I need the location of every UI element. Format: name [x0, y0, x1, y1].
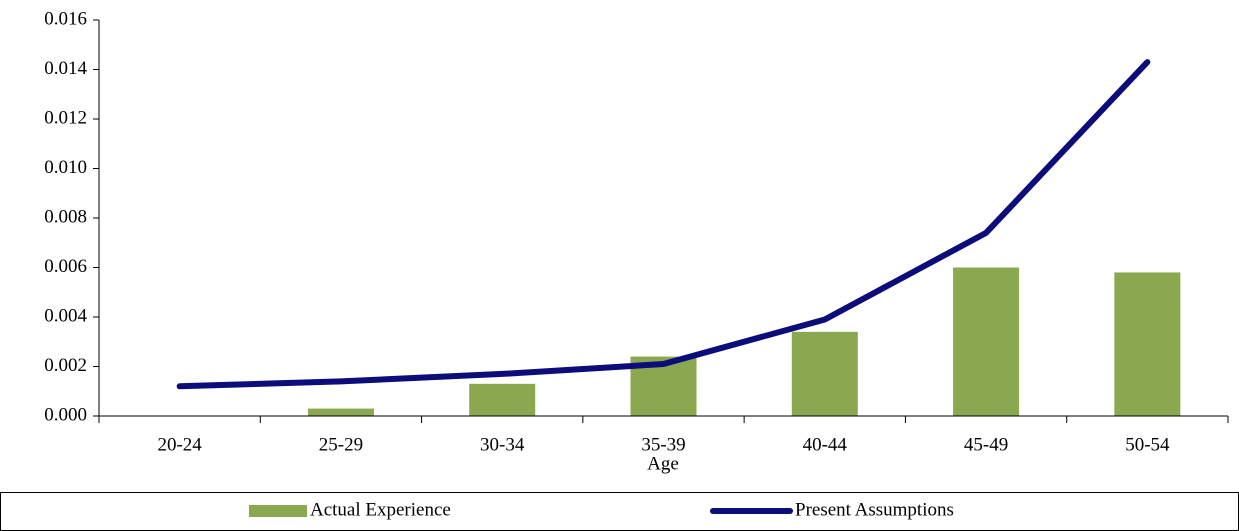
bar — [791, 331, 858, 416]
bar — [1114, 272, 1181, 416]
x-tick-label: 30-34 — [480, 434, 525, 455]
legend-box — [0, 492, 1239, 531]
legend-label: Actual Experience — [310, 499, 451, 520]
x-tick-label: 20-24 — [157, 434, 202, 455]
legend-label: Present Assumptions — [795, 499, 954, 520]
line — [176, 59, 1151, 390]
y-tick-label: 0.006 — [44, 256, 87, 277]
bar — [469, 383, 536, 416]
bar — [953, 267, 1020, 416]
y-tick-label: 0.014 — [44, 58, 87, 79]
y-tick-label: 0.002 — [44, 355, 87, 376]
y-tick-label: 0.012 — [44, 107, 87, 128]
y-tick-label: 0.016 — [44, 8, 87, 29]
x-tick-label: 45-49 — [964, 434, 1008, 455]
y-tick-label: 0.000 — [44, 404, 87, 425]
x-tick-label: 50-54 — [1125, 434, 1170, 455]
y-tick-label: 0.004 — [44, 305, 87, 326]
legend-swatch — [249, 505, 307, 517]
y-tick-label: 0.008 — [44, 206, 87, 227]
x-tick-label: 40-44 — [803, 434, 848, 455]
bar — [307, 408, 374, 416]
x-tick-label: 35-39 — [641, 434, 685, 455]
x-tick-label: 25-29 — [319, 434, 363, 455]
x-axis-title: Age — [647, 453, 679, 474]
y-tick-label: 0.010 — [44, 157, 87, 178]
